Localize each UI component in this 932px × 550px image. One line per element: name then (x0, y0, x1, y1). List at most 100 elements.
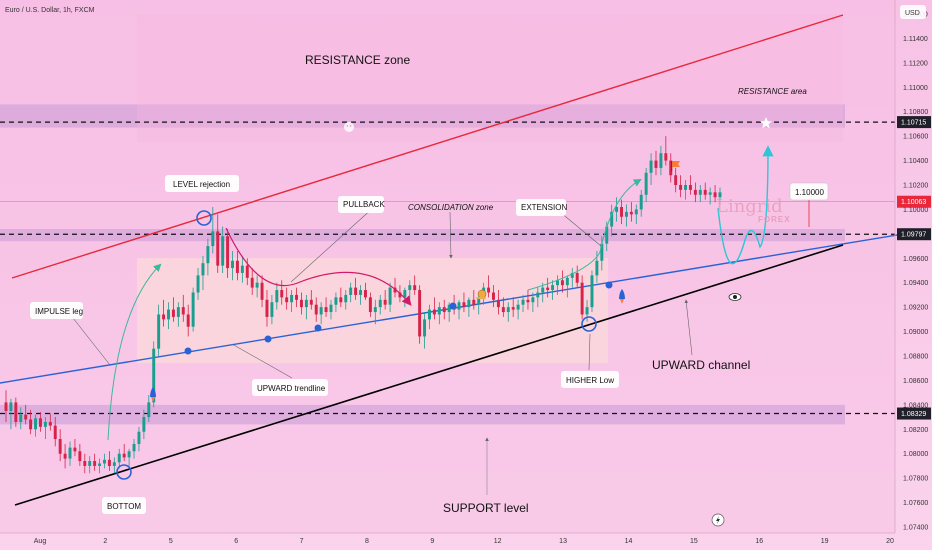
y-tick-label: 1.11400 (903, 36, 928, 43)
extension-callout: EXTENSION (516, 199, 567, 216)
snail-icon (476, 289, 487, 299)
candle (423, 312, 427, 349)
candle (226, 228, 230, 278)
impulse-arrow (107, 263, 162, 441)
candle (610, 204, 614, 237)
candle (201, 255, 205, 291)
candle (457, 299, 461, 320)
candle (349, 282, 353, 303)
candle (250, 268, 254, 295)
y-tick-label: 1.11000 (903, 85, 928, 92)
trendline-touch-point (264, 335, 272, 343)
candle (487, 275, 491, 298)
candle (654, 150, 658, 176)
candle (38, 412, 42, 432)
candle (176, 302, 180, 327)
candle (560, 270, 564, 293)
candle (255, 275, 259, 298)
candle (112, 457, 116, 474)
x-tick-label: 20 (886, 538, 894, 545)
candle (467, 297, 471, 317)
trendline-touch-point (184, 347, 192, 355)
candle (432, 297, 436, 320)
extension-arrow (527, 179, 642, 291)
projection-path (717, 145, 774, 265)
candle (299, 292, 303, 315)
rocket-icon (619, 289, 625, 304)
candle (19, 407, 23, 430)
candle (531, 292, 535, 313)
pointer-line (231, 343, 293, 379)
candle (511, 297, 515, 317)
candle (501, 297, 505, 317)
candle (206, 238, 210, 276)
candle (24, 404, 28, 425)
candle (472, 290, 476, 310)
candle (684, 180, 688, 200)
level-lines: 1.10715 1.10063 1.09797 1.08329 (0, 116, 931, 420)
candle (186, 304, 190, 337)
y-tick-label: 1.10800 (903, 109, 928, 116)
support-level-label: SUPPORT level (443, 501, 529, 515)
x-tick-label: 8 (365, 538, 369, 545)
price-level-label: 1.10063 (901, 199, 926, 206)
currency-badge[interactable]: USD (900, 5, 926, 19)
candle (275, 282, 279, 310)
price-level-label: 1.08329 (901, 411, 926, 418)
svg-text:Lingrid: Lingrid (716, 196, 783, 217)
y-tick-label: 1.07800 (903, 476, 928, 483)
x-tick-label: 14 (625, 538, 633, 545)
x-axis: Aug 2 5 6 7 8 9 12 13 14 15 16 19 20 (34, 538, 894, 545)
y-tick-label: 1.08600 (903, 378, 928, 385)
candle (620, 199, 623, 225)
candles (4, 136, 722, 474)
candle (664, 136, 668, 166)
y-tick-label: 1.08200 (903, 427, 928, 434)
candle (285, 287, 289, 310)
pullback-arrow (225, 227, 412, 306)
candle (354, 277, 358, 300)
candle (639, 189, 643, 217)
candle (93, 453, 97, 471)
svg-text:FOREX: FOREX (758, 215, 791, 224)
support-zone (0, 404, 845, 425)
candle (4, 390, 8, 422)
candle (63, 443, 67, 469)
candle (713, 185, 717, 203)
svg-text:USD: USD (905, 10, 920, 17)
y-tick-label: 1.08000 (903, 451, 928, 458)
pointer-line (559, 211, 602, 247)
y-tick-label: 1.11200 (903, 60, 928, 67)
mid-zone (0, 228, 845, 242)
candle (496, 290, 500, 315)
candle (290, 290, 294, 313)
candle (137, 426, 141, 452)
candle (98, 458, 102, 474)
candle (339, 287, 343, 308)
candle (309, 290, 313, 310)
candle (669, 153, 673, 183)
candle (221, 226, 225, 273)
candle (674, 167, 678, 193)
target-callout: 1.10000 (789, 182, 829, 201)
candle (58, 429, 62, 462)
candle (127, 448, 131, 469)
x-tick-label: 16 (755, 538, 763, 545)
level-rejection-callout: LEVEL rejection (165, 175, 239, 192)
x-tick-label: 2 (103, 538, 107, 545)
candle (526, 290, 530, 310)
price-level-badge: 1.10715 (897, 116, 931, 129)
candle (88, 456, 92, 474)
price-level-badge: 1.10063 (897, 195, 931, 208)
price-zones (0, 104, 845, 425)
candle (718, 187, 722, 205)
candle (649, 153, 653, 185)
pointer-line (684, 299, 693, 356)
x-tick-label: 9 (430, 538, 434, 545)
candle (388, 282, 392, 313)
price-level-badge: 1.09797 (897, 228, 931, 241)
candle (359, 285, 363, 305)
candle (378, 294, 382, 315)
